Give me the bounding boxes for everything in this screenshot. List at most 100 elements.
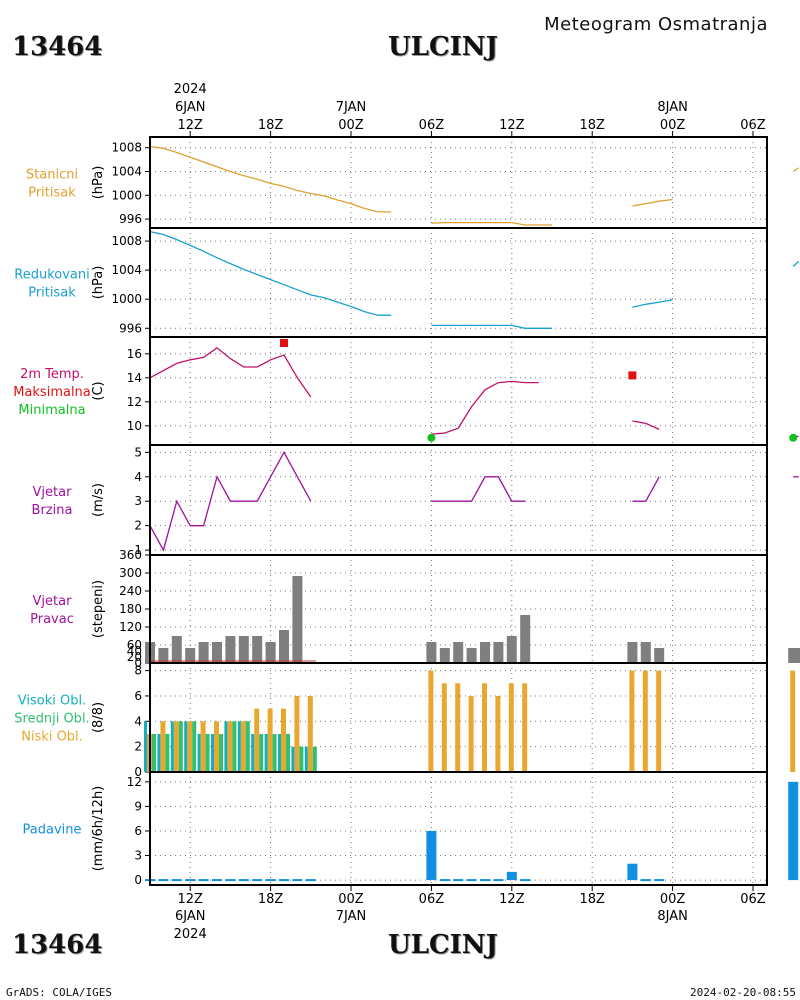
y-axis-label: (mm/6h/12h): [91, 786, 106, 872]
mid-cloud-bar: [165, 733, 170, 772]
mid-cloud-bar: [219, 733, 223, 772]
panel-precipitation: [145, 771, 799, 886]
time-day-label-bottom: 6JAN: [175, 909, 206, 924]
y-tick-label: 300: [119, 566, 142, 580]
direction-bar: [279, 630, 289, 663]
row-label: Minimalna: [18, 403, 85, 418]
time-tick-label-top: 18Z: [579, 118, 605, 133]
direction-bar: [171, 636, 182, 663]
row-label: Vjetar: [33, 594, 73, 609]
direction-bar: [426, 642, 437, 663]
direction-bar: [252, 636, 263, 663]
panel-reduced_pressure: [145, 227, 800, 338]
series-line: [149, 145, 392, 213]
row-label: Vjetar: [33, 485, 73, 500]
station-name-bottom: ULCINJ: [388, 930, 498, 960]
row-label: Visoki Obl.: [18, 694, 86, 709]
direction-bar: [292, 576, 303, 663]
panel-wind_direction: [145, 554, 800, 664]
y-tick-label: 0: [134, 656, 142, 670]
y-tick-label: 180: [119, 602, 142, 616]
high-cloud-bar: [197, 733, 201, 772]
series-line: [149, 450, 312, 552]
panel-wind_speed: [145, 444, 799, 556]
panel-cloud_cover: [144, 662, 796, 773]
row-label: Pritisak: [28, 286, 76, 301]
low-cloud-bar: [173, 721, 179, 772]
direction-bar: [225, 636, 236, 663]
y-tick-label: 996: [119, 212, 142, 226]
y-tick-label: 0: [134, 765, 142, 779]
row-label: Maksimalna: [13, 385, 91, 400]
y-tick-label: 240: [119, 584, 142, 598]
y-tick-label: 1000: [111, 188, 142, 202]
precip-bar: [627, 863, 638, 881]
low-cloud-bar: [307, 695, 313, 772]
y-tick-label: 996: [119, 321, 142, 335]
y-tick-label: 60: [127, 638, 142, 652]
series-line: [431, 380, 539, 435]
low-cloud-bar: [790, 670, 796, 772]
y-tick-label: 120: [119, 620, 142, 634]
y-tick-label: 2: [134, 519, 142, 533]
low-cloud-bar: [629, 670, 635, 772]
y-tick-label: 20: [127, 650, 142, 664]
series-line: [632, 299, 673, 308]
row-label: Srednji Obl.: [14, 712, 89, 727]
high-cloud-bar: [264, 733, 268, 772]
y-tick-label: 8: [134, 664, 142, 678]
direction-bar: [466, 648, 477, 663]
y-axis-label: (hPa): [91, 166, 106, 200]
low-cloud-bar: [441, 683, 447, 772]
low-cloud-bar: [508, 683, 514, 772]
high-cloud-bar: [144, 721, 147, 772]
time-tick-label-bottom: 18Z: [579, 892, 605, 907]
direction-bar: [640, 642, 651, 663]
time-tick-label-top: 12Z: [499, 118, 525, 133]
station-id-top: 13464: [12, 32, 103, 62]
low-cloud-bar: [281, 708, 286, 772]
series-line: [632, 476, 660, 502]
panel-frame: [149, 336, 768, 446]
time-tick-label-top: 06Z: [419, 118, 445, 133]
y-tick-label: 3: [134, 849, 142, 863]
direction-bar: [238, 636, 249, 663]
y-axis-label: (stepeni): [91, 580, 106, 638]
direction-bar: [198, 642, 209, 663]
time-tick-label-bottom: 06Z: [419, 892, 445, 907]
panel-temperature_2m: [145, 336, 799, 446]
row-label: Redukovani: [14, 268, 89, 283]
direction-bar: [185, 648, 196, 663]
station-name-top: ULCINJ: [388, 32, 498, 62]
time-day-label-top: 8JAN: [657, 100, 688, 115]
panel-frame: [149, 227, 768, 338]
mid-cloud-bar: [245, 721, 250, 772]
time-tick-label-bottom: 00Z: [338, 892, 364, 907]
series-line: [632, 198, 673, 207]
y-tick-label: 4: [134, 470, 142, 484]
panel-frame: [149, 136, 768, 229]
series-line: [149, 230, 392, 316]
low-cloud-bar: [214, 721, 219, 772]
mid-cloud-bar: [286, 733, 290, 772]
y-tick-label: 14: [127, 371, 142, 385]
y-tick-label: 4: [134, 714, 142, 728]
footer-left: GrADS: COLA/IGES: [6, 986, 112, 999]
low-cloud-bar: [240, 721, 246, 772]
low-cloud-bar: [187, 721, 193, 772]
series-line: [632, 420, 660, 430]
row-label: Pritisak: [28, 186, 76, 201]
y-tick-label: 1004: [111, 263, 142, 277]
y-tick-label: 16: [127, 347, 142, 361]
time-day-label-bottom: 8JAN: [657, 909, 688, 924]
y-tick-label: 1: [134, 543, 142, 557]
precip-bar: [788, 781, 799, 881]
tmax-marker: [628, 371, 637, 380]
direction-bar: [627, 642, 638, 663]
time-tick-label-top: 00Z: [338, 118, 364, 133]
low-cloud-bar: [227, 721, 233, 772]
row-label: 2m Temp.: [20, 367, 84, 382]
mid-cloud-bar: [178, 721, 183, 772]
y-tick-label: 2: [134, 740, 142, 754]
direction-bar: [506, 636, 517, 663]
